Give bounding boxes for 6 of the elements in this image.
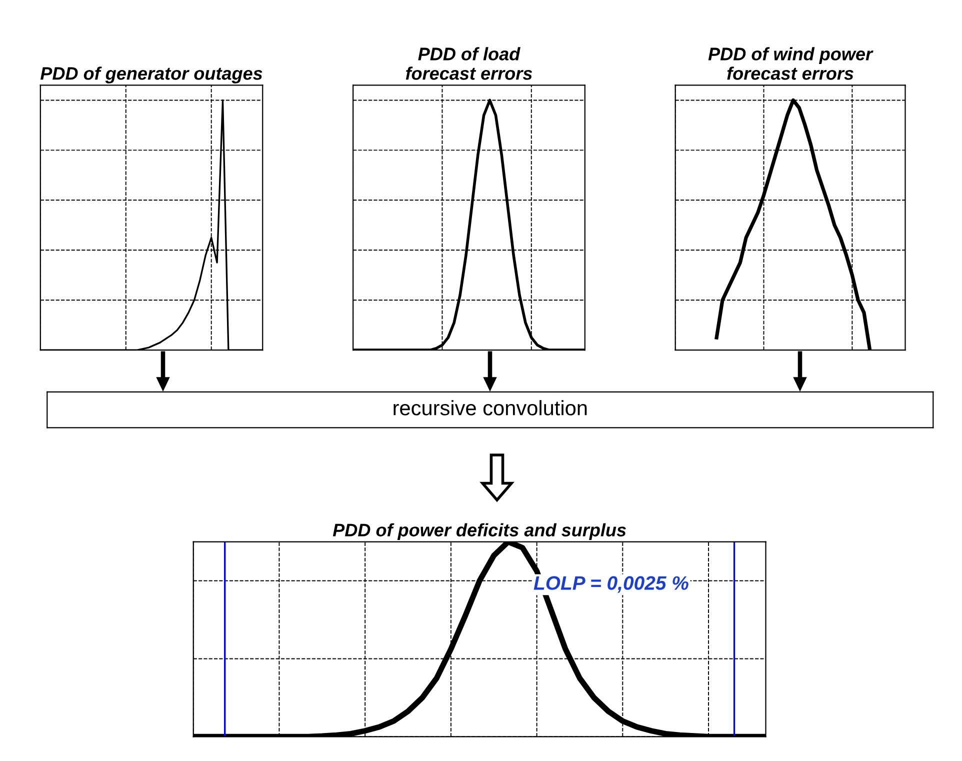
chart-title: PDD of wind power forecast errors — [708, 47, 874, 80]
annotation: LOLP = 0,0025 % — [534, 576, 688, 593]
chart-title: PDD of generator outages — [40, 66, 262, 84]
chart-title: PDD of load forecast errors — [406, 47, 532, 80]
chart-title: PDD of power deficits and surplus — [332, 523, 626, 540]
text: recursive convolution — [394, 400, 587, 416]
